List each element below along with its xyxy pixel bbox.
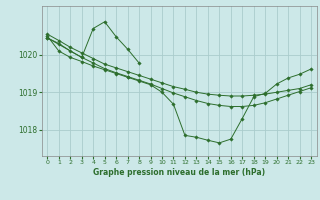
X-axis label: Graphe pression niveau de la mer (hPa): Graphe pression niveau de la mer (hPa) [93,168,265,177]
